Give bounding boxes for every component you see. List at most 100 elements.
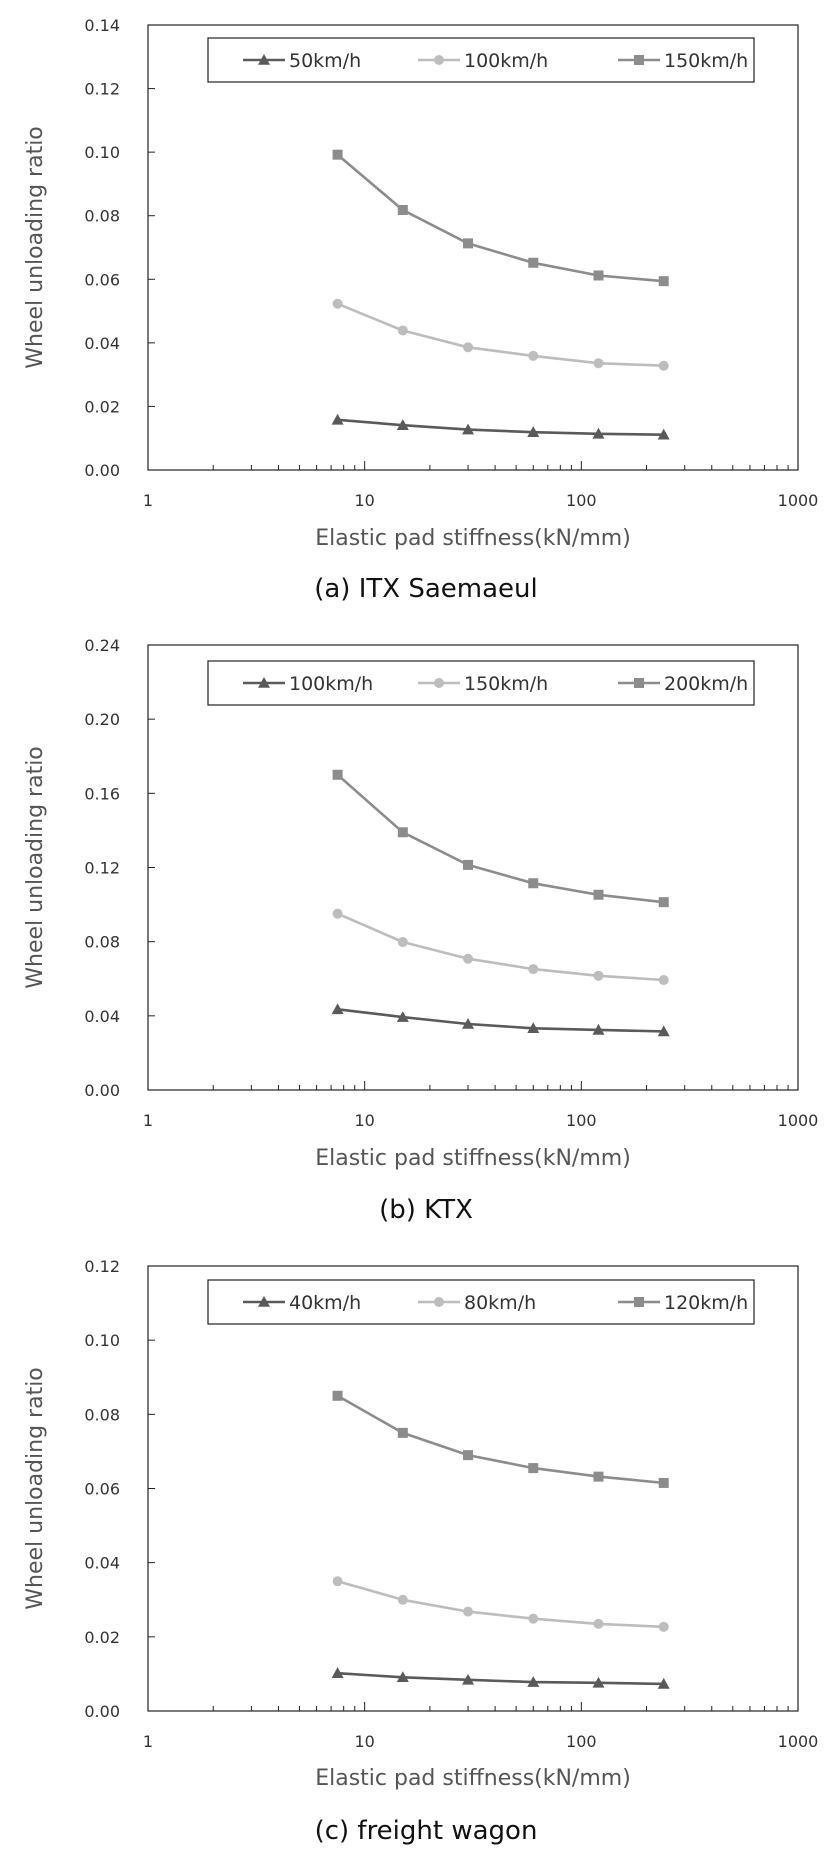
y-tick-label: 0.10 xyxy=(84,143,120,162)
y-tick-label: 0.06 xyxy=(84,1480,120,1499)
y-tick-label: 0.14 xyxy=(84,16,120,35)
data-point xyxy=(527,1022,540,1034)
data-point xyxy=(528,964,539,975)
data-point xyxy=(657,428,670,440)
data-point xyxy=(463,1606,474,1617)
x-tick-label: 1 xyxy=(143,491,153,510)
data-point xyxy=(397,937,408,948)
x-tick-label: 1000 xyxy=(778,1111,819,1130)
data-point xyxy=(396,1011,409,1022)
x-tick-label: 10 xyxy=(354,1732,374,1751)
y-axis-title: Wheel unloading ratio xyxy=(23,126,48,369)
data-point xyxy=(593,970,604,981)
y-tick-label: 0.20 xyxy=(84,710,120,729)
legend-label: 100km/h xyxy=(289,673,373,695)
y-tick-label: 0.08 xyxy=(84,207,120,226)
y-tick-label: 0.16 xyxy=(84,784,120,803)
legend-box xyxy=(207,1279,755,1325)
y-tick-label: 0.10 xyxy=(84,1331,120,1350)
data-point xyxy=(463,859,474,870)
data-point xyxy=(658,975,669,986)
x-tick-label: 1000 xyxy=(778,1732,819,1751)
y-axis-title: Wheel unloading ratio xyxy=(23,1367,48,1610)
data-point xyxy=(657,1025,670,1037)
data-point xyxy=(528,878,539,889)
data-point xyxy=(528,1613,539,1624)
data-point xyxy=(463,953,474,964)
series-line-2 xyxy=(337,912,664,982)
legend-label: 150km/h xyxy=(664,50,748,72)
chart-panel-2: 0.00 0.04 0.08 0.12 0.16 0.20 0.24 1 10 100 1000 El… xyxy=(23,636,818,1225)
legend-label: 40km/h xyxy=(289,1292,361,1314)
data-point xyxy=(528,350,539,361)
y-tick-label: 0.04 xyxy=(84,334,120,353)
data-point xyxy=(593,358,604,369)
legend-marker xyxy=(258,54,270,65)
x-axis-title: Elastic pad stiffness(kN/mm) xyxy=(315,526,631,551)
y-tick-label: 0.02 xyxy=(84,397,120,416)
x-tick-label: 100 xyxy=(566,1111,597,1130)
panel-caption: (a) ITX Saemaeul xyxy=(314,574,538,604)
legend-label: 120km/h xyxy=(664,1292,748,1314)
data-point xyxy=(657,1677,670,1689)
data-point xyxy=(332,769,343,780)
series-line-1 xyxy=(337,1008,664,1033)
series-line-3 xyxy=(336,773,664,904)
y-tick-label: 0.00 xyxy=(84,1702,120,1721)
data-point xyxy=(331,1003,344,1015)
data-point xyxy=(593,889,604,900)
x-tick-label: 1 xyxy=(143,1111,153,1130)
data-point xyxy=(593,270,604,281)
data-point xyxy=(528,1463,539,1474)
x-tick-label: 1000 xyxy=(778,491,819,510)
panel-caption: (b) KTX xyxy=(379,1195,473,1225)
series-line-2 xyxy=(337,1579,664,1629)
legend-marker xyxy=(258,677,270,688)
x-axis-title: Elastic pad stiffness(kN/mm) xyxy=(315,1146,631,1171)
series-line-1 xyxy=(337,1671,664,1686)
y-tick-label: 0.04 xyxy=(84,1007,120,1026)
data-point xyxy=(332,908,343,919)
data-point xyxy=(331,413,344,425)
data-point xyxy=(592,1676,605,1688)
series-line-2 xyxy=(337,302,664,367)
plot-frame xyxy=(147,1265,799,1712)
data-point xyxy=(462,1673,475,1685)
plot-frame xyxy=(147,24,799,471)
legend-marker xyxy=(434,678,444,688)
y-tick-label: 0.02 xyxy=(84,1628,120,1647)
x-tick-label: 10 xyxy=(354,491,374,510)
x-axis-title: Elastic pad stiffness(kN/mm) xyxy=(315,1766,631,1791)
data-point xyxy=(658,897,669,908)
data-point xyxy=(593,1471,604,1482)
data-point xyxy=(331,1667,344,1678)
legend-label: 50km/h xyxy=(289,50,361,72)
data-point xyxy=(592,1023,605,1035)
legend-label: 150km/h xyxy=(464,673,548,695)
data-point xyxy=(463,1450,474,1461)
data-point xyxy=(462,1017,475,1029)
data-point xyxy=(332,149,343,160)
y-tick-label: 0.12 xyxy=(84,859,120,878)
data-point xyxy=(396,1671,409,1683)
data-point xyxy=(397,1427,408,1438)
data-point xyxy=(463,342,474,353)
data-point xyxy=(527,426,540,437)
y-tick-label: 0.00 xyxy=(84,461,120,480)
y-tick-label: 0.06 xyxy=(84,270,120,289)
legend-marker xyxy=(434,55,444,65)
data-point xyxy=(332,298,343,309)
series-line-3 xyxy=(336,1394,664,1485)
y-tick-label: 0.08 xyxy=(84,933,120,952)
legend-marker xyxy=(258,1296,270,1307)
legend-marker xyxy=(434,1297,444,1307)
data-point xyxy=(397,827,408,838)
x-tick-label: 100 xyxy=(566,491,597,510)
data-point xyxy=(463,238,474,249)
panel-caption: (c) freight wagon xyxy=(315,1816,538,1846)
y-tick-label: 0.04 xyxy=(84,1554,120,1573)
data-point xyxy=(593,1618,604,1629)
data-point xyxy=(528,257,539,268)
data-point xyxy=(397,1594,408,1605)
